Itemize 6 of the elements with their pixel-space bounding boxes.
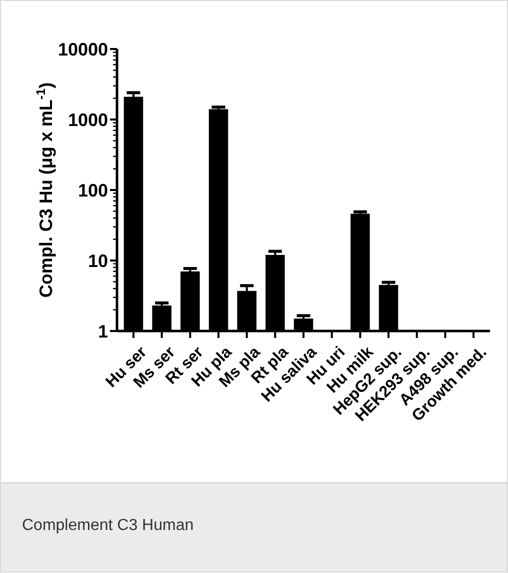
y-tick-label: 100 [78, 180, 108, 200]
y-tick-label: 1000 [68, 110, 108, 130]
text: Complement C3 Human [22, 517, 194, 534]
y-tick-label: 10000 [58, 39, 108, 60]
y-tick-label: 10 [88, 250, 108, 271]
y-tick-label: 1 [98, 321, 108, 342]
